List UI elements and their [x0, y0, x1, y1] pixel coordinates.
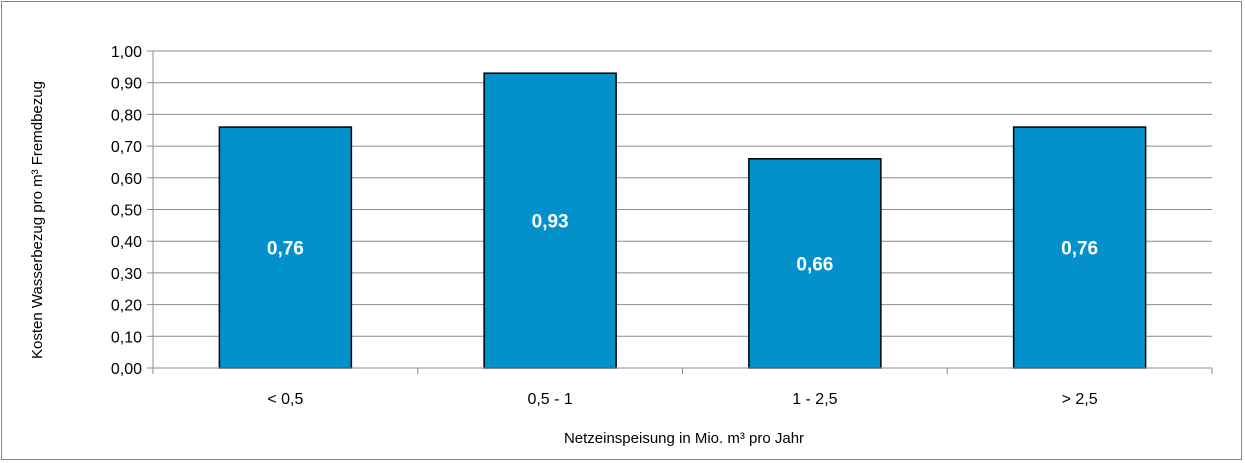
y-tick-label: 0,40 [111, 234, 142, 251]
y-tick-label: 0,30 [111, 266, 142, 283]
x-tick-label: 1 - 2,5 [792, 391, 837, 408]
data-labels: 0,76 0,93 0,66 0,76 [267, 212, 1098, 276]
y-tick-label: 0,70 [111, 139, 142, 156]
y-tick-label: 0,90 [111, 76, 142, 93]
y-axis-title: Kosten Wasserbezug pro m³ Fremdbezug [29, 81, 46, 359]
y-tick-label: 0,60 [111, 171, 142, 188]
x-tick-label: < 0,5 [267, 391, 303, 408]
y-tick-label: 0,00 [111, 361, 142, 378]
axes [147, 50, 1213, 374]
y-tick-label: 0,20 [111, 298, 142, 315]
data-label: 0,66 [796, 254, 833, 275]
x-axis-title: Netzeinspeisung in Mio. m³ pro Jahr [564, 430, 804, 447]
bar [1012, 126, 1147, 369]
bars [218, 72, 1147, 369]
y-tick-label: 0,80 [111, 107, 142, 124]
y-tick-label: 0,10 [111, 329, 142, 346]
y-tick-label: 1,00 [111, 44, 142, 61]
bar [748, 158, 882, 369]
x-tick-labels: < 0,5 0,5 - 1 1 - 2,5 > 2,5 [267, 391, 1097, 408]
data-label: 0,76 [1061, 239, 1098, 260]
data-label: 0,93 [532, 212, 569, 233]
bar [218, 126, 353, 369]
y-tick-labels: 0,00 0,10 0,20 0,30 0,40 0,50 0,60 0,70 0,80 0,90… [111, 44, 142, 378]
data-label: 0,76 [267, 239, 304, 260]
y-tick-label: 0,50 [111, 203, 142, 220]
x-tick-label: > 2,5 [1062, 391, 1098, 408]
x-tick-label: 0,5 - 1 [527, 391, 572, 408]
